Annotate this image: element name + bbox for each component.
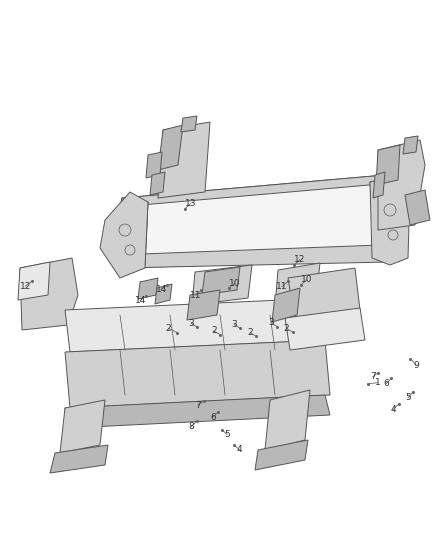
Polygon shape — [18, 262, 50, 300]
Polygon shape — [146, 152, 162, 178]
Text: 3: 3 — [188, 319, 194, 328]
Text: 9: 9 — [413, 361, 419, 369]
Polygon shape — [150, 172, 165, 195]
Polygon shape — [373, 172, 385, 198]
Text: 2: 2 — [166, 324, 171, 333]
Polygon shape — [265, 390, 310, 450]
Polygon shape — [405, 190, 430, 225]
Polygon shape — [192, 265, 252, 305]
Polygon shape — [158, 122, 210, 198]
Polygon shape — [65, 340, 330, 408]
Text: 14: 14 — [155, 285, 167, 294]
Text: 5: 5 — [405, 393, 411, 402]
Polygon shape — [100, 192, 148, 278]
Polygon shape — [115, 245, 388, 268]
Text: 3: 3 — [231, 320, 237, 329]
Text: 14: 14 — [134, 296, 146, 305]
Polygon shape — [272, 288, 300, 322]
Polygon shape — [202, 267, 240, 295]
Polygon shape — [187, 290, 220, 320]
Polygon shape — [145, 182, 375, 265]
Text: 4: 4 — [237, 446, 242, 454]
Text: 10: 10 — [229, 279, 240, 288]
Polygon shape — [255, 440, 308, 470]
Polygon shape — [376, 145, 400, 185]
Text: 12: 12 — [20, 282, 31, 290]
Polygon shape — [138, 278, 158, 299]
Polygon shape — [60, 400, 105, 453]
Text: 2: 2 — [211, 327, 216, 335]
Polygon shape — [115, 175, 395, 268]
Polygon shape — [378, 140, 425, 230]
Text: 7: 7 — [195, 401, 201, 409]
Polygon shape — [65, 395, 330, 428]
Polygon shape — [285, 308, 365, 350]
Polygon shape — [65, 298, 330, 352]
Text: 7: 7 — [370, 373, 376, 381]
Polygon shape — [275, 263, 320, 307]
Text: 3: 3 — [268, 319, 275, 327]
Text: 2: 2 — [247, 328, 253, 337]
Text: 2: 2 — [284, 324, 289, 333]
Polygon shape — [155, 284, 172, 304]
Text: 11: 11 — [190, 291, 201, 300]
Text: 8: 8 — [188, 422, 194, 431]
Polygon shape — [115, 198, 148, 265]
Polygon shape — [288, 268, 360, 320]
Polygon shape — [370, 178, 395, 258]
Polygon shape — [20, 258, 78, 330]
Text: 12: 12 — [294, 255, 306, 264]
Text: 6: 6 — [383, 379, 389, 388]
Text: 10: 10 — [301, 276, 312, 284]
Text: 5: 5 — [224, 430, 230, 439]
Text: 11: 11 — [276, 282, 288, 291]
Polygon shape — [403, 136, 418, 154]
Polygon shape — [158, 125, 183, 170]
Polygon shape — [50, 445, 108, 473]
Text: 4: 4 — [390, 406, 396, 414]
Text: 6: 6 — [210, 413, 216, 422]
Text: 13: 13 — [185, 199, 196, 208]
Polygon shape — [370, 178, 410, 265]
Polygon shape — [181, 116, 197, 132]
Text: 1: 1 — [374, 378, 381, 387]
Polygon shape — [122, 175, 392, 206]
